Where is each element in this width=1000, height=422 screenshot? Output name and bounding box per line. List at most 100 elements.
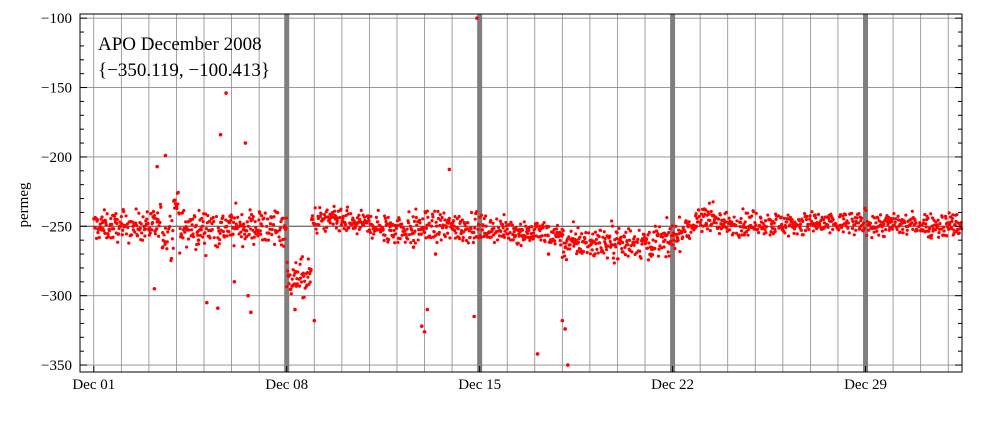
data-point — [602, 251, 606, 255]
data-point — [111, 227, 116, 231]
data-point-outlier — [419, 324, 424, 329]
y-tick-label: −100 — [41, 11, 72, 27]
data-point — [708, 229, 712, 233]
data-point — [572, 242, 576, 246]
data-point — [288, 273, 292, 277]
data-point — [761, 226, 765, 230]
data-point — [124, 214, 128, 218]
data-point — [331, 212, 335, 216]
data-point — [406, 221, 411, 225]
data-point — [422, 226, 426, 230]
data-point — [318, 205, 322, 210]
data-point — [629, 243, 633, 248]
data-point — [421, 217, 425, 221]
data-point — [306, 257, 310, 261]
data-point — [270, 227, 274, 232]
data-point — [511, 232, 515, 237]
data-point — [309, 267, 313, 272]
data-point — [120, 222, 124, 226]
data-point — [559, 243, 563, 247]
data-point — [381, 227, 385, 231]
data-point — [403, 229, 407, 233]
data-point — [138, 226, 142, 231]
data-point — [714, 215, 718, 219]
data-point — [751, 210, 756, 214]
data-point — [480, 228, 485, 232]
data-point — [278, 239, 282, 243]
data-point — [501, 226, 505, 230]
data-point — [662, 245, 666, 249]
data-point — [96, 230, 100, 235]
data-point — [810, 210, 814, 214]
data-point — [300, 255, 304, 259]
data-point — [734, 231, 739, 235]
data-point — [453, 214, 457, 219]
data-point — [769, 222, 774, 226]
data-point — [443, 218, 447, 222]
data-point — [429, 224, 434, 228]
data-point — [279, 220, 283, 224]
data-point — [877, 233, 881, 237]
data-point — [732, 215, 736, 219]
data-point — [184, 245, 189, 249]
data-point — [511, 238, 515, 242]
data-point — [232, 244, 236, 248]
x-tick-label: Dec 01 — [72, 377, 115, 393]
data-point — [952, 228, 956, 232]
week-marker — [670, 14, 676, 372]
data-point — [476, 227, 480, 232]
data-point — [707, 201, 712, 205]
data-point — [315, 231, 319, 235]
data-point — [905, 232, 909, 236]
data-point — [367, 219, 371, 223]
data-point — [489, 218, 493, 223]
data-point — [298, 284, 302, 288]
data-point — [370, 236, 374, 240]
data-point — [646, 258, 651, 262]
data-point — [569, 229, 573, 233]
data-point — [270, 233, 274, 237]
data-point — [388, 221, 393, 225]
data-point — [175, 206, 179, 211]
data-point — [217, 242, 221, 246]
data-point — [650, 253, 655, 257]
data-point — [808, 217, 812, 221]
data-point — [946, 225, 950, 229]
data-point — [563, 254, 567, 258]
data-point — [671, 231, 676, 235]
data-point — [134, 221, 138, 225]
data-point — [788, 223, 792, 227]
data-point — [397, 218, 401, 222]
data-point — [262, 216, 266, 220]
data-point — [535, 224, 539, 229]
data-point — [260, 214, 264, 218]
data-point — [126, 225, 130, 230]
data-point — [822, 221, 827, 225]
data-point — [601, 235, 605, 239]
data-point — [415, 223, 419, 227]
data-point — [340, 219, 344, 223]
data-point — [456, 227, 460, 231]
data-point — [683, 229, 687, 234]
data-point — [598, 241, 602, 245]
data-point — [432, 230, 436, 234]
data-point — [291, 268, 295, 272]
data-point — [497, 234, 502, 238]
data-point — [362, 215, 367, 219]
data-point — [826, 225, 830, 229]
data-point — [612, 261, 616, 265]
data-point-outlier — [546, 252, 551, 256]
data-point — [303, 279, 307, 283]
data-point — [811, 229, 815, 233]
data-point — [272, 242, 277, 246]
data-point — [277, 235, 281, 239]
data-point — [234, 201, 238, 205]
data-point-outlier — [293, 307, 297, 312]
data-point — [440, 215, 444, 220]
data-point — [446, 231, 450, 235]
data-point — [531, 237, 535, 241]
data-point — [893, 220, 897, 224]
data-point-outlier — [163, 153, 168, 158]
data-point — [644, 237, 649, 241]
data-point — [258, 229, 262, 233]
